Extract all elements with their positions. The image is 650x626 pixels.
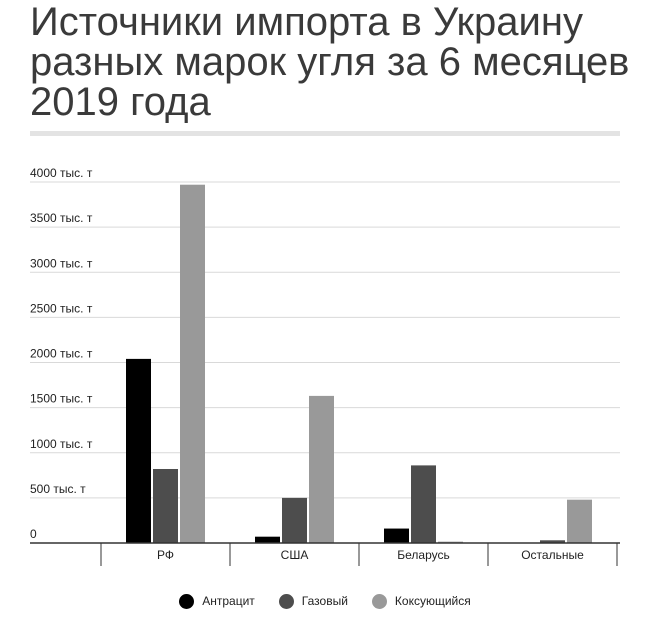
legend-item: Газовый [278, 593, 348, 609]
legend-item: Антрацит [179, 593, 255, 609]
bar [126, 358, 151, 543]
legend-swatch [278, 593, 294, 609]
x-axis: РФ США Беларусь Остальные [30, 542, 620, 566]
bar [384, 528, 409, 543]
legend-label: Антрацит [202, 594, 255, 608]
x-category-label: Остальные [521, 548, 584, 562]
legend: Антрацит Газовый Коксующийся [0, 590, 650, 612]
y-tick-label: 500 тыс. т [30, 482, 86, 496]
bars [126, 184, 592, 543]
bar [255, 536, 280, 543]
y-tick-label: 2000 тыс. т [30, 347, 93, 361]
legend-swatch [179, 593, 195, 609]
y-tick-label: 1500 тыс. т [30, 392, 93, 406]
bar [282, 497, 307, 543]
legend-label: Газовый [301, 594, 348, 608]
bar-chart: 0 500 тыс. т 1000 тыс. т 1500 тыс. т 2000 ты… [30, 166, 620, 566]
bar [540, 540, 565, 543]
y-tick-label: 3500 тыс. т [30, 211, 93, 225]
bar [309, 395, 334, 543]
y-tick-label: 3000 тыс. т [30, 256, 93, 270]
legend-label: Коксующийся [394, 594, 471, 608]
bar [567, 499, 592, 543]
x-category-label: РФ [157, 548, 174, 562]
y-axis-labels: 0 500 тыс. т 1000 тыс. т 1500 тыс. т 2000 ты… [30, 166, 93, 541]
x-category-label: США [281, 548, 309, 562]
y-tick-label: 2500 тыс. т [30, 301, 93, 315]
chart-title: Источники импорта в Украину разных марок… [30, 0, 630, 124]
bar [153, 468, 178, 543]
y-tick-label: 1000 тыс. т [30, 437, 93, 451]
title-divider [30, 131, 620, 136]
bar [411, 465, 436, 543]
y-tick-label: 0 [30, 527, 37, 541]
bar [180, 184, 205, 543]
y-tick-label: 4000 тыс. т [30, 166, 93, 180]
x-category-label: Беларусь [397, 548, 449, 562]
legend-item: Коксующийся [371, 593, 471, 609]
legend-swatch [371, 593, 387, 609]
